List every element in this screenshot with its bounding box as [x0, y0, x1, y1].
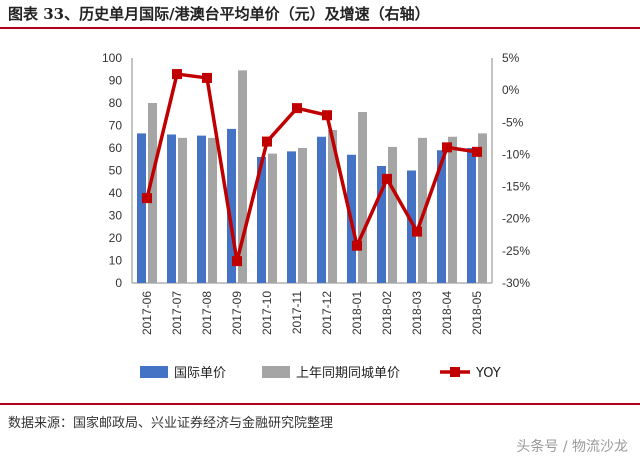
bar-international — [317, 136, 326, 283]
x-tick-label: 2018-03 — [410, 291, 424, 335]
yoy-point — [352, 240, 362, 251]
bar-last-year — [148, 103, 157, 283]
bar-last-year — [358, 112, 367, 283]
yoy-line — [142, 69, 482, 267]
legend-label-last-year: 上年同期同城单价 — [296, 366, 400, 381]
left-tick-label: 0 — [115, 276, 122, 290]
right-tick-label: 0% — [502, 83, 520, 97]
bar-last-year — [388, 146, 397, 283]
bar-international — [437, 150, 446, 283]
legend-swatch-international — [140, 366, 168, 378]
right-tick-label: -30% — [502, 276, 530, 290]
x-tick-label: 2018-02 — [380, 291, 394, 335]
legend: 国际单价 上年同期同城单价 YOY — [140, 366, 501, 381]
chart: 0 10 20 30 40 50 60 70 80 90 100 -30% -25% -20% -15% -1… — [102, 51, 530, 381]
bar-international — [287, 151, 296, 283]
bar-last-year — [238, 70, 247, 283]
x-tick-label: 2017-10 — [260, 291, 274, 335]
bar-last-year — [418, 137, 427, 283]
bar-international — [137, 133, 146, 283]
left-tick-label: 40 — [109, 186, 123, 200]
left-tick-label: 90 — [109, 74, 123, 88]
yoy-series-line — [145, 72, 478, 263]
yoy-point — [262, 136, 272, 147]
right-tick-label: -10% — [502, 147, 530, 161]
axes — [131, 58, 493, 284]
yoy-point — [172, 69, 182, 80]
bar-last-year — [298, 148, 307, 283]
yoy-point — [412, 226, 422, 237]
left-tick-label: 60 — [109, 141, 123, 155]
bar-last-year — [178, 137, 187, 283]
bars — [137, 70, 487, 283]
yoy-point — [382, 173, 392, 184]
x-tick-label: 2017-11 — [290, 291, 304, 334]
source-note: 数据来源：国家邮政局、兴业证券经济与金融研究院整理 — [8, 416, 334, 431]
legend-label-international: 国际单价 — [174, 366, 226, 381]
yoy-point — [472, 146, 482, 157]
x-tick-label: 2017-09 — [230, 291, 244, 335]
left-tick-label: 10 — [109, 254, 123, 268]
right-tick-label: -15% — [502, 180, 530, 194]
x-tick-label: 2018-04 — [440, 291, 454, 335]
tick-labels: 0 10 20 30 40 50 60 70 80 90 100 -30% -25% -20% -15% -1… — [102, 51, 530, 335]
x-tick-label: 2018-01 — [350, 291, 364, 335]
left-tick-label: 30 — [109, 209, 123, 223]
bar-international — [407, 170, 416, 283]
bar-international — [227, 128, 236, 283]
legend-label-yoy: YOY — [475, 366, 501, 381]
left-tick-label: 80 — [109, 96, 123, 110]
x-tick-label: 2017-06 — [140, 291, 154, 335]
legend-swatch-last-year — [262, 366, 290, 378]
left-tick-label: 50 — [109, 164, 123, 178]
bar-international — [167, 134, 176, 283]
yoy-point — [202, 72, 212, 83]
x-tick-label: 2018-05 — [470, 291, 484, 335]
x-tick-label: 2017-08 — [200, 291, 214, 335]
x-tick-label: 2017-12 — [320, 291, 334, 335]
left-tick-label: 100 — [102, 51, 122, 65]
bar-last-year — [448, 136, 457, 283]
chart-title: 图表 33、历史单月国际/港澳台平均单价（元）及增速（右轴） — [8, 5, 430, 23]
bar-last-year — [208, 137, 217, 283]
right-tick-label: -25% — [502, 244, 530, 258]
bar-last-year — [328, 130, 337, 283]
yoy-point — [442, 142, 452, 153]
bar-international — [377, 166, 386, 283]
yoy-point — [142, 193, 152, 204]
bar-international — [197, 135, 206, 283]
bar-last-year — [268, 153, 277, 283]
yoy-point — [292, 103, 302, 114]
bar-international — [467, 148, 476, 283]
bar-last-year — [478, 133, 487, 283]
right-tick-label: 5% — [502, 51, 520, 65]
x-tick-label: 2017-07 — [170, 291, 184, 335]
watermark: 头条号 / 物流沙龙 — [516, 439, 628, 455]
legend-marker-yoy — [450, 367, 460, 377]
left-tick-label: 70 — [109, 119, 123, 133]
source-divider — [0, 403, 640, 405]
right-tick-label: -20% — [502, 212, 530, 226]
title-divider — [0, 27, 640, 29]
bar-international — [257, 157, 266, 283]
yoy-point — [322, 110, 332, 121]
right-tick-label: -5% — [502, 115, 524, 129]
yoy-point — [232, 256, 242, 267]
left-tick-label: 20 — [109, 231, 123, 245]
